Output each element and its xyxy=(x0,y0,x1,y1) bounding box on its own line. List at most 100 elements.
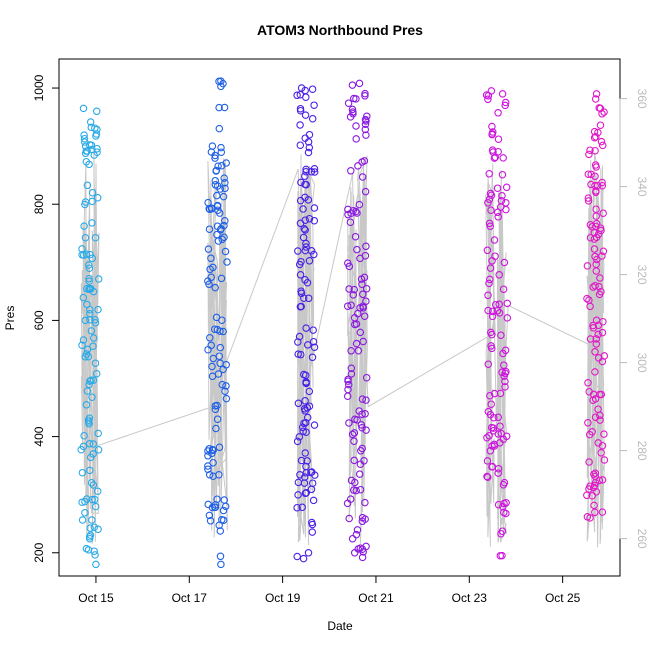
x-tick-label: Oct 17 xyxy=(172,591,208,605)
data-point xyxy=(216,327,224,335)
data-point xyxy=(483,433,491,442)
data-point xyxy=(348,81,357,89)
data-point xyxy=(297,350,305,359)
data-point xyxy=(301,111,310,119)
data-point xyxy=(302,379,310,387)
data-point xyxy=(488,330,496,339)
data-point xyxy=(357,421,366,429)
data-point xyxy=(361,125,370,134)
data-point xyxy=(87,376,95,385)
data-point xyxy=(310,165,319,173)
data-point xyxy=(590,481,599,490)
data-point xyxy=(295,433,304,441)
data-point xyxy=(598,141,607,150)
data-point xyxy=(212,424,220,433)
data-point xyxy=(358,553,367,562)
data-point xyxy=(303,457,311,465)
data-point xyxy=(310,101,318,109)
secondary-series-line xyxy=(83,168,604,548)
data-point xyxy=(347,370,356,378)
data-point xyxy=(217,161,226,170)
data-point xyxy=(86,377,94,385)
data-point xyxy=(586,233,595,242)
data-point xyxy=(586,302,594,311)
data-point xyxy=(213,401,221,410)
data-point xyxy=(302,324,310,332)
data-point xyxy=(88,495,96,504)
data-point xyxy=(361,498,369,507)
data-point xyxy=(352,122,360,130)
data-point xyxy=(591,281,599,290)
y-axis: 200 400 600 800 1000 xyxy=(32,74,60,563)
data-point xyxy=(301,226,309,234)
data-point xyxy=(217,77,225,85)
data-point xyxy=(502,205,510,214)
data-point xyxy=(498,192,506,200)
data-point xyxy=(486,410,495,419)
data-point xyxy=(87,478,96,487)
data-point xyxy=(204,452,212,460)
data-point xyxy=(353,209,361,217)
data-point xyxy=(591,469,600,477)
data-point xyxy=(590,235,599,243)
data-point xyxy=(487,423,496,432)
data-point xyxy=(209,458,217,467)
data-point xyxy=(300,294,308,302)
data-point xyxy=(294,247,302,255)
data-point xyxy=(592,212,600,220)
data-point xyxy=(305,402,314,410)
data-point xyxy=(591,348,599,356)
data-point xyxy=(344,205,352,214)
data-point xyxy=(502,432,511,441)
data-point xyxy=(598,178,606,187)
data-point xyxy=(294,399,303,408)
data-point xyxy=(79,442,88,451)
data-point xyxy=(216,527,225,535)
data-point xyxy=(590,127,599,136)
data-point xyxy=(503,314,512,322)
data-point xyxy=(349,291,358,299)
data-point xyxy=(499,154,507,162)
data-point xyxy=(293,91,301,100)
data-point xyxy=(220,233,228,242)
data-point xyxy=(347,167,355,175)
data-point xyxy=(348,534,357,543)
data-point xyxy=(592,133,600,141)
data-point xyxy=(205,511,214,520)
data-point xyxy=(204,245,213,253)
data-point xyxy=(355,79,364,88)
y2-axis: 260 280 300 320 340 360 xyxy=(619,89,649,549)
y-tick-label: 1000 xyxy=(32,74,46,101)
data-point xyxy=(90,151,98,159)
data-point xyxy=(500,361,508,369)
data-point xyxy=(85,274,93,283)
y2-tick-label: 280 xyxy=(635,441,649,461)
data-point xyxy=(301,371,310,380)
data-point xyxy=(300,479,309,487)
data-point xyxy=(93,487,102,495)
data-point xyxy=(595,476,604,485)
data-point xyxy=(85,264,94,272)
data-point xyxy=(343,302,352,310)
data-point xyxy=(223,258,231,266)
data-point xyxy=(361,410,369,418)
data-point xyxy=(221,184,229,193)
secondary-trace xyxy=(207,160,219,538)
data-point xyxy=(361,251,370,260)
data-point xyxy=(293,552,301,561)
data-point xyxy=(301,193,309,202)
data-point xyxy=(209,263,217,272)
data-point xyxy=(497,331,505,339)
data-point xyxy=(496,551,505,560)
data-point xyxy=(78,516,87,524)
data-point xyxy=(213,222,222,230)
data-point xyxy=(89,342,97,350)
data-point xyxy=(91,551,99,559)
data-point xyxy=(92,107,101,116)
data-point xyxy=(82,401,91,409)
data-point xyxy=(597,449,605,457)
data-point xyxy=(92,132,100,140)
data-point xyxy=(216,343,225,352)
data-point xyxy=(487,400,495,408)
